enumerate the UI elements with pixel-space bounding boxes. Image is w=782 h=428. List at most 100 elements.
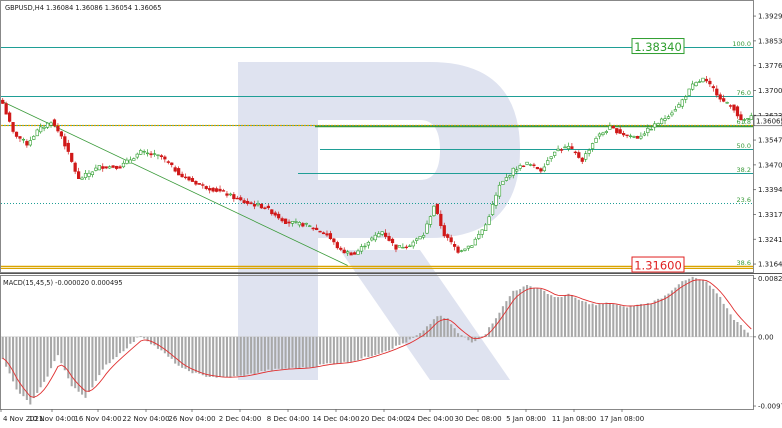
price-annotation-box[interactable] [631, 38, 685, 55]
candle-body[interactable] [497, 184, 502, 197]
candle-body[interactable] [239, 197, 243, 201]
candle-body[interactable] [528, 164, 533, 166]
candle-body[interactable] [415, 238, 419, 241]
candle-body[interactable] [232, 194, 236, 200]
candle-body[interactable] [418, 236, 422, 240]
candle-body[interactable] [480, 229, 484, 235]
candle-body[interactable] [387, 236, 391, 241]
candle-body[interactable] [101, 166, 105, 169]
candle-body[interactable] [228, 193, 233, 196]
candle-body[interactable] [190, 178, 195, 182]
candle-body[interactable] [397, 245, 402, 248]
candle-body[interactable] [439, 213, 443, 227]
candle-body[interactable] [35, 129, 39, 137]
candle-body[interactable] [246, 200, 250, 204]
candle-body[interactable] [532, 164, 536, 166]
candle-body[interactable] [83, 173, 88, 178]
candle-body[interactable] [256, 203, 260, 206]
candle-body[interactable] [273, 212, 277, 216]
candle-body[interactable] [666, 116, 671, 119]
candle-body[interactable] [587, 149, 591, 154]
candle-body[interactable] [446, 234, 450, 238]
candle-body[interactable] [356, 250, 360, 255]
candle-body[interactable] [673, 109, 677, 112]
candle-body[interactable] [342, 249, 346, 254]
candle-body[interactable] [235, 197, 239, 200]
candle-body[interactable] [728, 105, 733, 107]
candle-body[interactable] [746, 118, 750, 120]
candle-body[interactable] [466, 245, 471, 249]
candle-body[interactable] [525, 161, 529, 165]
candle-body[interactable] [670, 112, 674, 116]
candle-body[interactable] [142, 151, 146, 153]
candle-body[interactable] [145, 152, 150, 155]
candle-body[interactable] [542, 166, 546, 172]
candle-body[interactable] [649, 128, 653, 131]
candle-body[interactable] [301, 223, 305, 227]
price-annotation-box[interactable] [631, 256, 685, 273]
candle-body[interactable] [114, 165, 119, 169]
candle-body[interactable] [287, 221, 291, 224]
candle-body[interactable] [318, 230, 322, 233]
candle-body[interactable] [470, 245, 474, 248]
candle-body[interactable] [394, 244, 398, 250]
candle-body[interactable] [384, 232, 388, 237]
candle-body[interactable] [218, 188, 222, 192]
candle-body[interactable] [183, 176, 188, 179]
candle-body[interactable] [170, 162, 174, 166]
candle-body[interactable] [518, 165, 522, 169]
candle-body[interactable] [570, 146, 574, 149]
candle-body[interactable] [90, 171, 95, 175]
candle-body[interactable] [108, 166, 112, 169]
candle-body[interactable] [546, 160, 550, 165]
candle-body[interactable] [132, 158, 136, 161]
candle-body[interactable] [718, 94, 722, 100]
candle-body[interactable] [177, 168, 181, 176]
candle-body[interactable] [39, 126, 43, 133]
candle-body[interactable] [214, 188, 219, 192]
candle-body[interactable] [70, 152, 74, 162]
candle-body[interactable] [166, 161, 170, 163]
candle-body[interactable] [453, 244, 457, 247]
candle-body[interactable] [80, 177, 84, 180]
candle-body[interactable] [708, 80, 712, 85]
candle-body[interactable] [632, 136, 636, 138]
candle-body[interactable] [104, 166, 108, 169]
candle-body[interactable] [294, 221, 298, 223]
candle-body[interactable] [449, 237, 453, 243]
candle-body[interactable] [535, 167, 540, 170]
candle-body[interactable] [411, 241, 415, 247]
candle-body[interactable] [653, 123, 657, 128]
candle-body[interactable] [204, 186, 208, 190]
candle-body[interactable] [594, 137, 598, 143]
candle-body[interactable] [539, 168, 543, 172]
candle-body[interactable] [221, 190, 226, 192]
candle-body[interactable] [656, 123, 660, 126]
candle-body[interactable] [404, 246, 408, 249]
candle-body[interactable] [459, 250, 464, 252]
candle-body[interactable] [484, 224, 488, 231]
candle-body[interactable] [515, 169, 519, 172]
candle-body[interactable] [373, 234, 377, 241]
candle-body[interactable] [121, 162, 126, 168]
candle-body[interactable] [456, 246, 460, 253]
candle-body[interactable] [339, 247, 343, 250]
candle-body[interactable] [684, 96, 688, 100]
candle-body[interactable] [408, 245, 412, 248]
candle-body[interactable] [749, 115, 753, 120]
candle-body[interactable] [28, 140, 32, 146]
candle-body[interactable] [363, 245, 367, 248]
candle-body[interactable] [559, 149, 564, 151]
candle-body[interactable] [401, 247, 405, 249]
candle-body[interactable] [266, 205, 270, 209]
candle-body[interactable] [622, 132, 626, 136]
candle-body[interactable] [370, 237, 374, 241]
candle-body[interactable] [21, 138, 26, 141]
candle-body[interactable] [711, 86, 715, 89]
candle-body[interactable] [677, 104, 681, 108]
candle-body[interactable] [52, 119, 57, 126]
candle-body[interactable] [508, 175, 512, 178]
candle-body[interactable] [4, 103, 8, 115]
candle-body[interactable] [435, 203, 439, 214]
candle-body[interactable] [742, 119, 746, 121]
